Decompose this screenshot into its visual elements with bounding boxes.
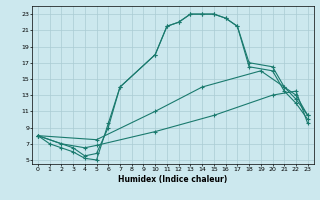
X-axis label: Humidex (Indice chaleur): Humidex (Indice chaleur) (118, 175, 228, 184)
